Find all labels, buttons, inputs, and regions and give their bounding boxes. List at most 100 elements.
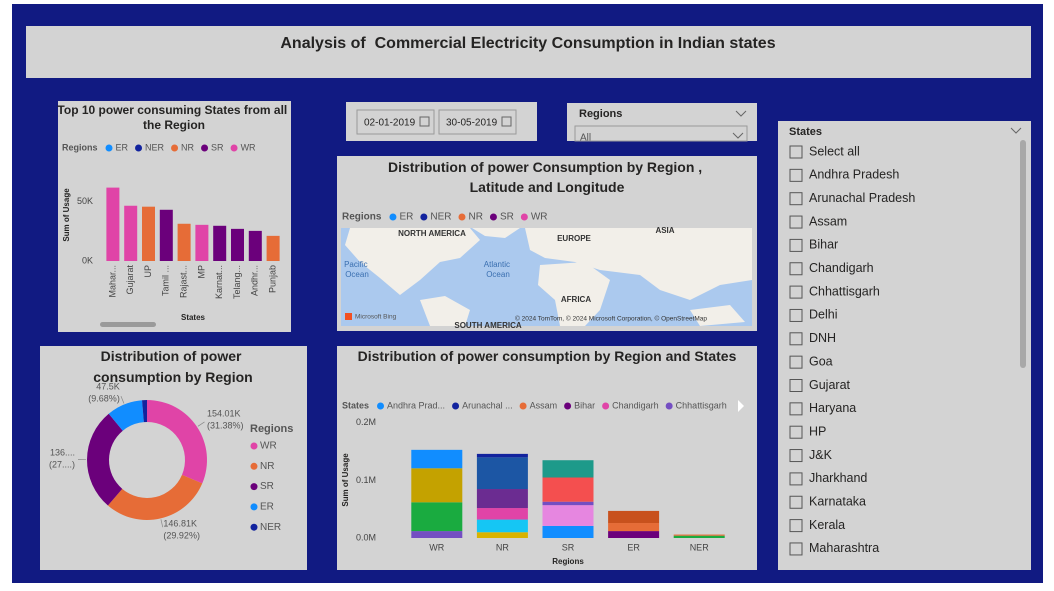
- checkbox[interactable]: [789, 192, 803, 206]
- legend-label: NR: [260, 461, 274, 472]
- checkbox[interactable]: [789, 495, 803, 509]
- checkbox[interactable]: [789, 308, 803, 322]
- legend-marker: [135, 144, 143, 152]
- x-tick-label: Gujarat: [125, 265, 135, 295]
- checkbox[interactable]: [789, 379, 803, 392]
- slicer-item: Jharkhand: [809, 471, 867, 485]
- slicer-item: HP: [809, 424, 826, 438]
- checkbox[interactable]: [789, 402, 803, 416]
- checkbox[interactable]: [789, 262, 803, 276]
- land: [472, 228, 520, 238]
- checkbox[interactable]: [789, 425, 803, 439]
- map-label: ASIA: [655, 226, 674, 235]
- checkbox[interactable]: [789, 238, 803, 252]
- legend-marker: [458, 213, 466, 221]
- checkbox[interactable]: [789, 332, 803, 346]
- legend-label: Chhattisgarh: [676, 400, 727, 410]
- bar: [106, 187, 120, 261]
- bar-segment: [476, 489, 528, 509]
- x-tick-label: Karnat...: [214, 265, 224, 299]
- chevron[interactable]: [1010, 127, 1022, 134]
- bar-segment: [542, 477, 594, 502]
- donut-slice: [107, 474, 203, 520]
- map-label: EUROPE: [557, 234, 591, 243]
- date-end: 30-05-2019: [446, 118, 498, 129]
- scrollbar[interactable]: [1020, 140, 1026, 368]
- x-tick-label: Punjab: [267, 265, 277, 293]
- legend-marker: [420, 213, 428, 221]
- slicer-item: Goa: [809, 354, 833, 368]
- bar-segment: [542, 460, 594, 478]
- land: [538, 262, 610, 326]
- slicer-label: States: [789, 126, 822, 138]
- bar-segment: [542, 525, 594, 538]
- legend-label: Bihar: [574, 400, 595, 410]
- chart-title: Top 10 power consuming States from all t…: [57, 103, 290, 132]
- data-label: 47.5K: [96, 382, 120, 392]
- date-input[interactable]: [356, 109, 435, 135]
- slicer-item: Haryana: [809, 401, 856, 415]
- bar-segment: [673, 534, 725, 536]
- x-tick-label: Tamil ...: [161, 265, 171, 296]
- legend-label: Chandigarh: [612, 400, 659, 410]
- slicer-item: DNH: [809, 331, 836, 345]
- data-label: (29.92%): [163, 530, 200, 540]
- legend-marker: [250, 503, 258, 511]
- checkbox[interactable]: [789, 285, 803, 299]
- legend-marker: [519, 402, 527, 410]
- checkbox[interactable]: [789, 355, 803, 369]
- chevron[interactable]: [735, 110, 747, 117]
- land: [345, 228, 480, 295]
- checkbox[interactable]: [789, 215, 803, 229]
- legend-label: Arunachal ...: [462, 400, 513, 410]
- y-axis-title: Sum of Usage: [341, 453, 350, 507]
- title-box: [26, 26, 1031, 78]
- legend-label: SR: [211, 142, 224, 152]
- chevron[interactable]: [732, 132, 744, 139]
- map-label: AFRICA: [561, 295, 591, 304]
- leader-line: [160, 519, 164, 528]
- map-label: Pacific Ocean: [344, 260, 370, 279]
- donut-slice: [142, 400, 147, 423]
- date-input[interactable]: [438, 109, 517, 135]
- donut-slice: [147, 400, 208, 484]
- slicer-item: Select all: [809, 144, 860, 158]
- y-axis-title: Sum of Usage: [62, 188, 71, 242]
- legend-label: NER: [260, 522, 281, 533]
- legend-label: SR: [260, 481, 274, 492]
- legend-label: Assam: [530, 400, 558, 410]
- legend-marker: [230, 144, 238, 152]
- bar-segment: [476, 532, 528, 538]
- legend-label: NER: [145, 142, 165, 152]
- donut-slice: [86, 413, 123, 506]
- bar-segment: [411, 531, 463, 538]
- checkbox[interactable]: [789, 449, 803, 463]
- x-tick-label: NR: [496, 542, 509, 552]
- slicer-item: Chandigarh: [809, 261, 874, 275]
- checkbox[interactable]: [789, 168, 803, 182]
- chart-title: Distribution of power consumption by Reg…: [358, 348, 737, 364]
- slicer-item: Assam: [809, 214, 847, 228]
- checkbox[interactable]: [789, 542, 803, 556]
- land: [525, 228, 752, 300]
- slicer-item: Arunachal Pradesh: [809, 191, 915, 205]
- dropdown[interactable]: [574, 125, 748, 142]
- legend-label: SR: [500, 212, 514, 223]
- x-tick-label: WR: [429, 542, 444, 552]
- checkbox[interactable]: [789, 519, 803, 533]
- bar-segment: [608, 531, 660, 538]
- land: [690, 305, 745, 326]
- slicer-list: Select all Andhra Pradesh Arunachal Prades…: [789, 144, 915, 556]
- legend-next-arrow[interactable]: [738, 400, 744, 412]
- bar: [159, 209, 173, 261]
- calendar-icon[interactable]: [501, 116, 512, 127]
- legend-marker: [452, 402, 460, 410]
- checkbox[interactable]: [789, 472, 803, 486]
- legend-marker: [201, 144, 209, 152]
- checkbox[interactable]: [789, 145, 803, 159]
- calendar-icon[interactable]: [419, 116, 430, 127]
- bar-segment: [411, 468, 463, 503]
- slicer-item: Andhra Pradesh: [809, 168, 899, 182]
- legend-label: WR: [260, 441, 277, 452]
- scrollbar[interactable]: [100, 322, 156, 327]
